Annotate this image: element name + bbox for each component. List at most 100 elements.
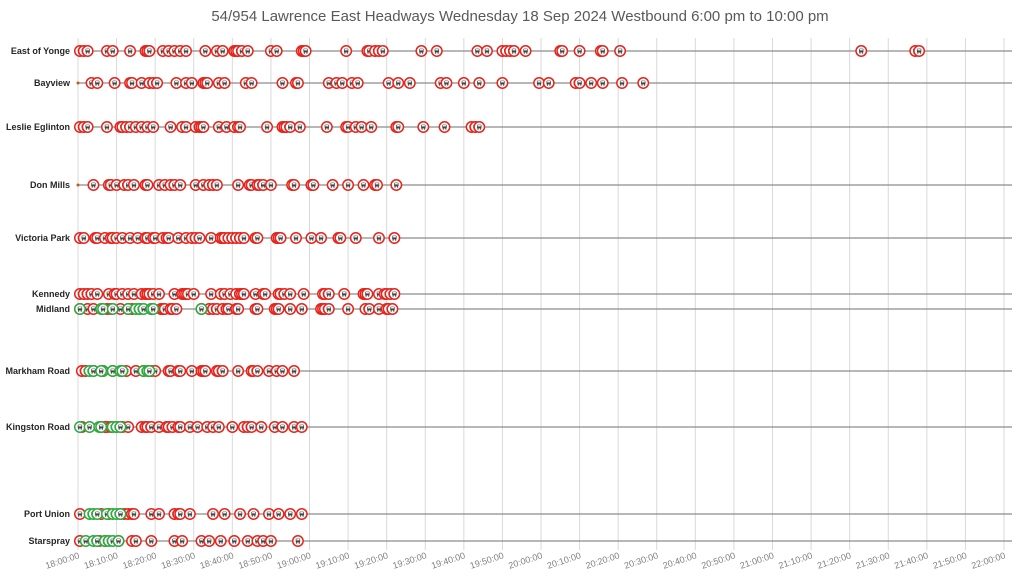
x-tick-label: 21:10:00 <box>777 550 813 570</box>
local-bus-marker <box>245 421 258 433</box>
local-bus-marker <box>288 179 301 191</box>
x-tick-label: 18:10:00 <box>83 550 119 570</box>
local-bus-marker <box>440 77 453 89</box>
x-tick-label: 20:40:00 <box>662 550 698 570</box>
local-bus-marker <box>193 232 206 244</box>
express-bus-marker <box>114 508 127 520</box>
local-bus-marker <box>293 121 306 133</box>
local-bus-marker <box>276 365 289 377</box>
local-bus-marker <box>382 77 395 89</box>
local-bus-marker <box>519 45 532 57</box>
local-bus-marker <box>201 77 214 89</box>
local-bus-marker <box>284 508 297 520</box>
stop-origin-dot <box>76 81 80 85</box>
local-bus-marker <box>637 77 650 89</box>
x-tick-label: 20:10:00 <box>546 550 582 570</box>
local-bus-marker <box>438 121 451 133</box>
local-bus-marker <box>392 77 405 89</box>
local-bus-marker <box>164 121 177 133</box>
local-bus-marker <box>232 303 245 315</box>
local-bus-marker <box>162 232 175 244</box>
local-bus-marker <box>187 288 200 300</box>
local-bus-marker <box>284 121 297 133</box>
local-bus-marker <box>145 535 158 547</box>
local-bus-marker <box>185 365 198 377</box>
local-bus-marker <box>199 45 212 57</box>
express-bus-marker <box>106 303 119 315</box>
stop-label: Leslie Eglinton <box>6 122 70 132</box>
local-bus-marker <box>342 179 355 191</box>
local-bus-marker <box>291 77 304 89</box>
local-bus-marker <box>614 45 627 57</box>
local-bus-marker <box>106 45 119 57</box>
local-bus-marker <box>365 121 378 133</box>
local-bus-marker <box>153 508 165 520</box>
local-bus-marker <box>616 77 628 89</box>
local-bus-marker <box>237 232 250 244</box>
local-bus-marker <box>326 179 339 191</box>
local-bus-marker <box>373 232 385 244</box>
local-bus-marker <box>183 508 196 520</box>
chart-title: 54/954 Lawrence East Headways Wednesday … <box>211 8 828 25</box>
stop-label: Kennedy <box>32 289 70 299</box>
local-bus-marker <box>241 45 254 57</box>
local-bus-marker <box>180 121 192 133</box>
local-bus-marker <box>361 288 374 300</box>
local-bus-marker <box>232 179 245 191</box>
local-bus-marker <box>596 77 609 89</box>
local-bus-marker <box>174 365 187 377</box>
local-bus-marker <box>141 179 154 191</box>
local-bus-marker <box>363 303 376 315</box>
local-bus-marker <box>247 508 260 520</box>
local-bus-marker <box>255 421 268 433</box>
x-tick-label: 18:20:00 <box>121 550 157 570</box>
local-bus-marker <box>290 232 302 244</box>
local-bus-marker <box>170 77 183 89</box>
express-bus-marker <box>116 365 129 377</box>
local-bus-marker <box>203 535 216 547</box>
local-bus-marker <box>176 535 189 547</box>
local-bus-marker <box>533 77 546 89</box>
local-bus-marker <box>151 77 164 89</box>
x-tick-label: 19:20:00 <box>353 550 389 570</box>
local-bus-marker <box>556 45 569 57</box>
local-bus-marker <box>237 288 250 300</box>
express-bus-marker <box>95 421 108 433</box>
local-bus-marker <box>126 77 138 89</box>
local-bus-marker <box>100 121 113 133</box>
local-bus-marker <box>573 45 586 57</box>
local-bus-marker <box>855 45 868 57</box>
local-bus-marker <box>284 303 297 315</box>
local-bus-marker <box>259 288 272 300</box>
stop-labels-layer: East of Yonge Bayview Leslie Eglinton Don M… <box>5 46 71 546</box>
local-bus-marker <box>457 77 470 89</box>
local-bus-marker <box>207 508 219 520</box>
local-bus-marker <box>307 179 320 191</box>
local-bus-marker <box>481 45 493 57</box>
stop-label: Midland <box>36 304 70 314</box>
local-bus-marker <box>295 508 308 520</box>
stop-label: Don Mills <box>30 180 70 190</box>
local-bus-marker <box>174 508 187 520</box>
x-tick-label: 18:00:00 <box>44 550 80 570</box>
local-bus-marker <box>263 508 275 520</box>
local-bus-marker <box>284 288 297 300</box>
x-tick-label: 18:50:00 <box>237 550 273 570</box>
local-bus-marker <box>73 508 86 520</box>
local-bus-marker <box>338 288 351 300</box>
local-bus-marker <box>147 121 160 133</box>
local-bus-marker <box>210 179 223 191</box>
x-tick-label: 19:40:00 <box>430 550 466 570</box>
express-bus-marker <box>195 303 208 315</box>
local-bus-marker <box>297 288 310 300</box>
stop-label: Starspray <box>28 536 70 546</box>
x-tick-label: 21:50:00 <box>932 550 968 570</box>
express-bus-marker <box>143 365 156 377</box>
express-bus-marker <box>83 421 96 433</box>
local-bus-marker <box>299 45 312 57</box>
local-bus-marker <box>430 45 443 57</box>
x-tick-label: 20:20:00 <box>584 550 620 570</box>
local-bus-marker <box>129 535 142 547</box>
local-bus-marker <box>212 421 225 433</box>
